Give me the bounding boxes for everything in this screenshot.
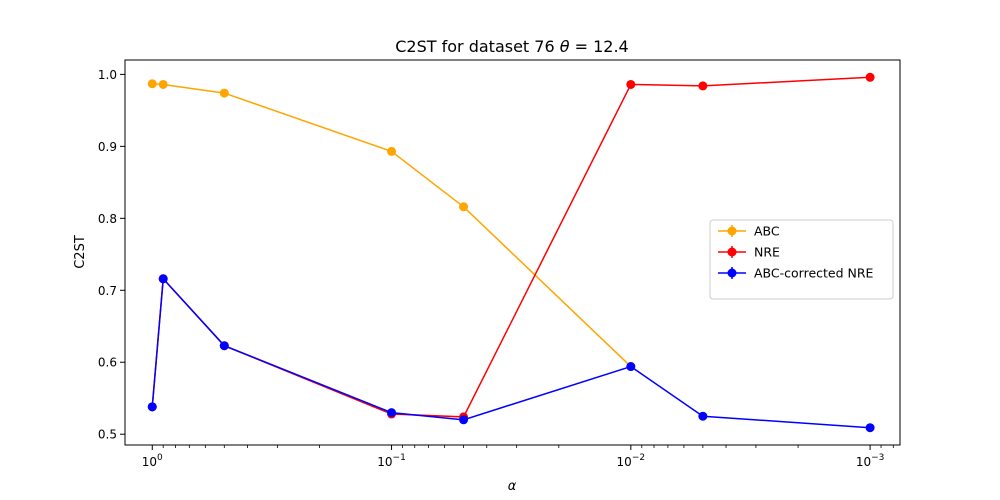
x-axis: 100 10−1 10−2 10−3: [142, 445, 894, 469]
data-point-nre: [626, 79, 636, 89]
axes-frame: [124, 59, 901, 446]
y-tick-label: 0.6: [98, 356, 117, 370]
x-tick-label: 10−3: [856, 453, 885, 469]
data-point-abc: [387, 146, 397, 156]
plot-area: [147, 72, 875, 433]
data-point-abc-corrected-nre: [158, 274, 168, 284]
y-axis: 0.5 0.6 0.7 0.8 0.9 1.0: [98, 68, 125, 442]
y-tick-label: 0.5: [98, 428, 117, 442]
legend-marker: [727, 268, 737, 278]
legend-box: [709, 219, 894, 300]
data-point-abc-corrected-nre: [459, 415, 469, 425]
x-tick-label: 10−1: [377, 453, 406, 469]
y-tick-label: 0.8: [98, 212, 117, 226]
data-point-abc-corrected-nre: [147, 402, 157, 412]
y-tick-label: 0.9: [98, 140, 117, 154]
data-point-nre: [865, 72, 875, 82]
data-point-abc: [147, 79, 157, 89]
legend-item: ABC-corrected NRE: [718, 266, 874, 281]
series-abc-corrected-nre: [147, 274, 875, 433]
chart-title: C2ST for dataset 76 θ = 12.4: [395, 37, 628, 56]
series-line-abc-corrected-nre: [151, 276, 871, 429]
legend-label: NRE: [754, 245, 780, 260]
data-point-abc-corrected-nre: [698, 411, 708, 421]
data-point-abc: [158, 79, 168, 89]
legend-item: ABC: [718, 224, 780, 239]
data-point-abc-corrected-nre: [219, 341, 229, 351]
legend: ABC NRE ABC-corrected NRE: [709, 219, 894, 300]
x-tick-label: 100: [142, 453, 163, 469]
legend-marker: [727, 247, 737, 257]
legend-label: ABC: [754, 224, 780, 239]
data-point-abc: [459, 202, 469, 212]
legend-marker: [727, 226, 737, 236]
y-tick-label: 1.0: [98, 68, 117, 82]
y-axis-label: C2ST: [73, 235, 88, 269]
data-point-abc-corrected-nre: [865, 423, 875, 433]
data-point-abc-corrected-nre: [387, 408, 397, 418]
legend-item: NRE: [718, 245, 780, 260]
legend-label: ABC-corrected NRE: [754, 266, 874, 281]
data-point-abc-corrected-nre: [626, 362, 636, 372]
x-tick-label: 10−2: [617, 453, 646, 469]
data-point-nre: [698, 81, 708, 91]
y-tick-label: 0.7: [98, 284, 117, 298]
data-point-abc: [219, 88, 229, 98]
x-axis-label: α: [508, 479, 517, 494]
